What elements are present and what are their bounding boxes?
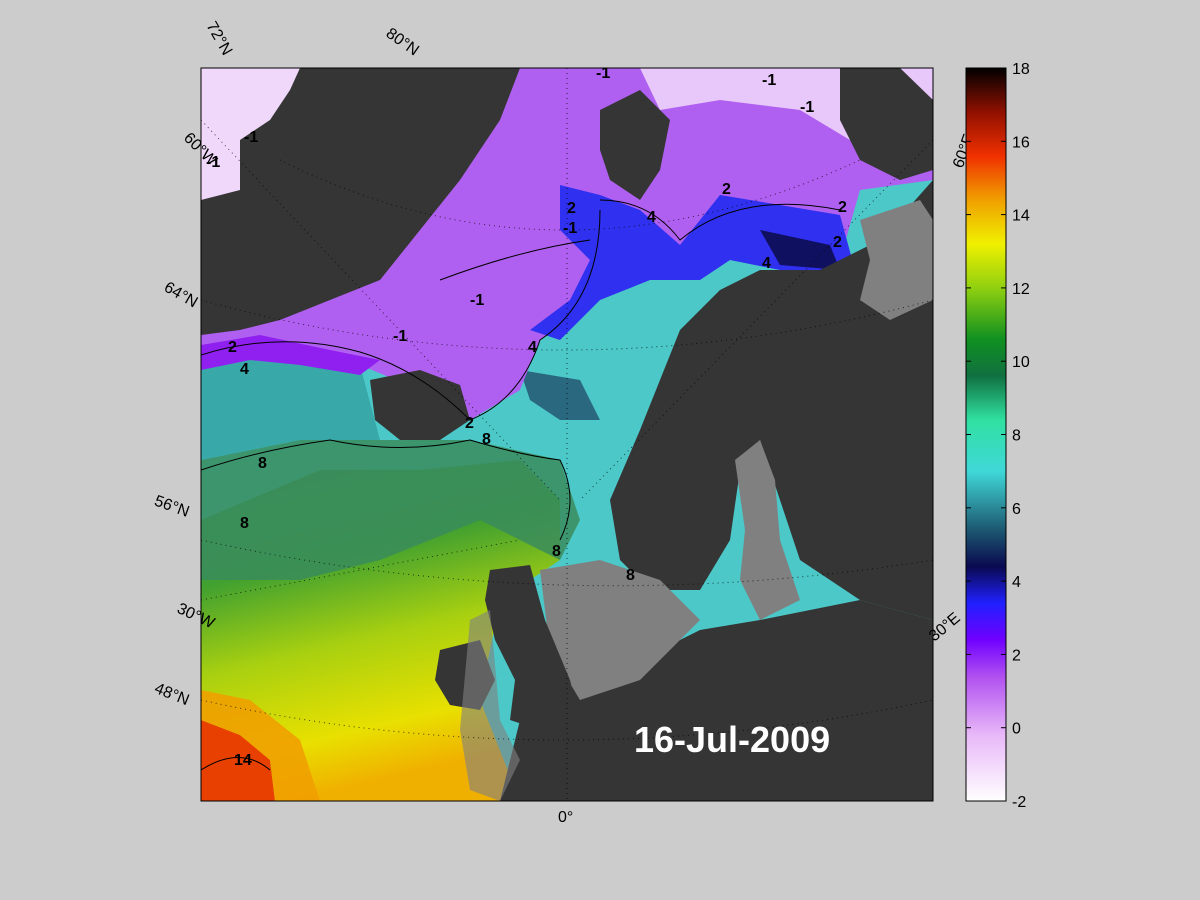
colorbar-tick-label: 18	[1012, 61, 1030, 78]
lon-label-0: 0°	[558, 809, 573, 826]
contour-label: 2	[833, 234, 842, 251]
date-label: 16-Jul-2009	[634, 719, 830, 760]
contour-label: -1	[393, 328, 407, 345]
great-britain-land	[485, 565, 580, 730]
baltic-sea	[735, 440, 800, 620]
lat-label-80n: 80°N	[383, 25, 422, 59]
norwegian-sea-dark-patch	[520, 370, 600, 420]
contour-label: -1	[244, 129, 258, 146]
colorbar-tick-label: 10	[1012, 354, 1030, 371]
novaya-zemlya-land	[840, 68, 933, 180]
southwest-orange-water	[201, 690, 320, 801]
celtic-shelf	[460, 610, 520, 801]
contour-label: -1	[762, 72, 776, 89]
contour-label: 4	[240, 361, 249, 378]
southwest-red-water	[201, 720, 275, 801]
colorbar-gradient	[965, 67, 1007, 802]
contour-label: -1	[563, 220, 577, 237]
lat-label-56n: 56°N	[152, 493, 191, 521]
continental-europe-land	[500, 600, 933, 801]
map-frame	[200, 67, 934, 802]
irminger-sea-water	[201, 350, 380, 460]
colorbar-tick-label: 8	[1012, 428, 1021, 445]
contour-label: -1	[800, 99, 814, 116]
contour-label: 8	[626, 567, 635, 584]
scandinavia-land	[610, 180, 933, 620]
svalbard-land	[600, 90, 670, 200]
contour-label: 4	[528, 339, 537, 356]
colorbar: 18 16 14 12 10 8 6 4 2 0 -2	[965, 61, 1030, 811]
colorbar-tick-label: 2	[1012, 647, 1021, 664]
contour-label: 8	[482, 431, 491, 448]
white-sea	[860, 200, 933, 320]
colorbar-tick-label: 14	[1012, 208, 1030, 225]
lat-label-72n: 72°N	[203, 19, 236, 58]
colorbar-ticks: 18 16 14 12 10 8 6 4 2 0 -2	[966, 61, 1030, 811]
polar-front-dark-band	[760, 230, 840, 270]
north-sea	[540, 560, 700, 700]
contour-label: -1	[596, 65, 610, 82]
contour-label: 14	[234, 752, 252, 769]
contour-label: 4	[762, 255, 771, 272]
graticule	[201, 68, 933, 801]
contour-label: -1	[206, 154, 220, 171]
contour-label: 2	[228, 339, 237, 356]
colorbar-tick-label: 6	[1012, 501, 1021, 518]
contour-label: 2	[567, 200, 576, 217]
polar-front-blue-band	[530, 185, 855, 340]
lat-label-64n: 64°N	[161, 279, 200, 312]
colorbar-tick-label: 4	[1012, 574, 1021, 591]
colorbar-tick-label: 0	[1012, 721, 1021, 738]
colorbar-tick-label: 16	[1012, 134, 1030, 151]
colorbar-tick-label: -2	[1012, 794, 1026, 811]
contour-label: 2	[838, 199, 847, 216]
contour-label: 8	[552, 543, 561, 560]
contour-labels: -1 -1 -1 -1 -1 -1 -1 -1 2 2 2 2 2 2 4 4 …	[206, 65, 847, 769]
contour-label: 4	[647, 209, 656, 226]
greenland-land	[201, 68, 520, 335]
contour-label: -1	[470, 292, 484, 309]
contour-label: 8	[258, 455, 267, 472]
subpolar-green-water	[201, 440, 580, 580]
contour-label: 2	[465, 415, 474, 432]
contour-label: 8	[240, 515, 249, 532]
isotherm-contours	[201, 199, 841, 771]
iceland-land	[370, 370, 470, 440]
sea-surface-temperature-map: -1 -1 -1 -1 -1 -1 -1 -1 2 2 2 2 2 2 4 4 …	[201, 65, 933, 801]
colorbar-tick-label: 12	[1012, 281, 1030, 298]
contour-label: 2	[722, 181, 731, 198]
lat-label-48n: 48°N	[152, 680, 192, 709]
